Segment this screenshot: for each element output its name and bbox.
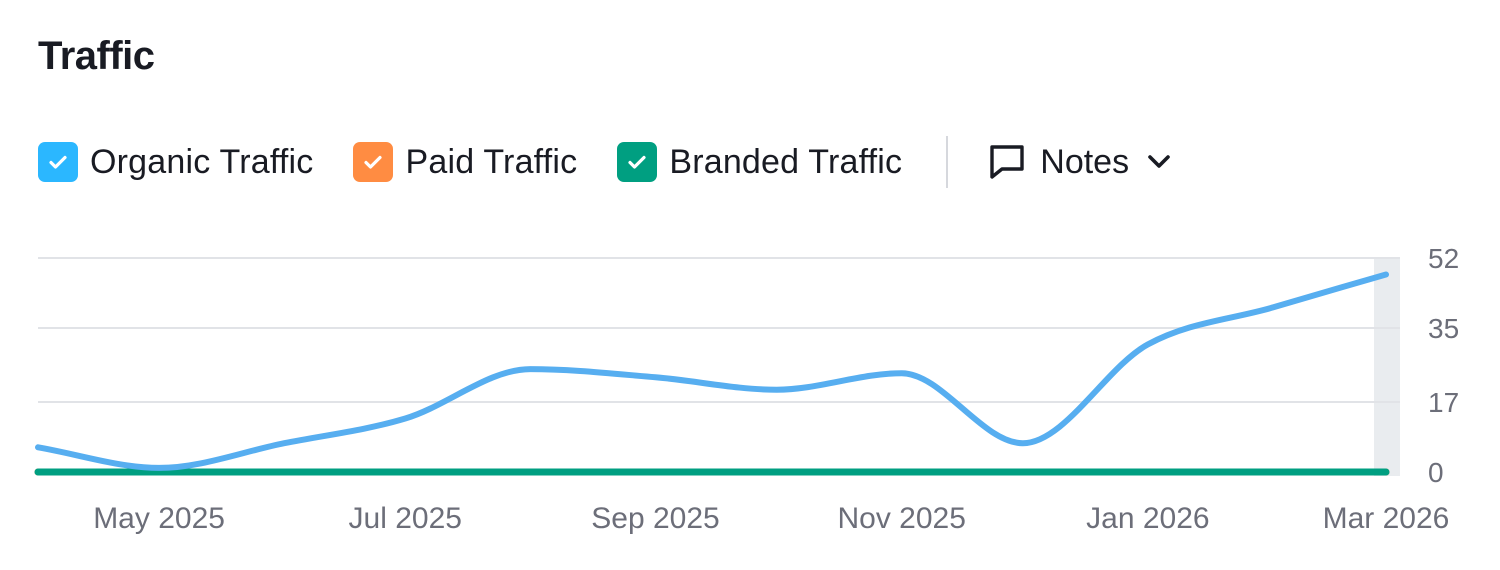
checkmark-icon xyxy=(628,155,646,169)
notes-label: Notes xyxy=(1040,143,1130,181)
y-tick-label: 52 xyxy=(1428,243,1459,274)
branded-traffic-checkbox[interactable] xyxy=(617,142,658,182)
legend-label: Organic Traffic xyxy=(90,143,314,181)
chart-legend: Organic Traffic Paid Traffic Branded Tra… xyxy=(38,136,1173,188)
message-square-icon xyxy=(990,145,1024,179)
legend-divider xyxy=(946,136,949,188)
x-tick-label: Sep 2025 xyxy=(591,502,719,535)
chevron-down-icon xyxy=(1148,155,1170,168)
y-tick-label: 35 xyxy=(1428,313,1459,344)
notes-dropdown[interactable]: Notes xyxy=(988,142,1173,182)
checkmark-icon xyxy=(364,155,383,169)
legend-item-paid-traffic[interactable]: Paid Traffic xyxy=(353,142,577,182)
x-tick-label: Jan 2026 xyxy=(1086,502,1209,535)
x-tick-label: Mar 2026 xyxy=(1323,502,1450,535)
hover-band xyxy=(1374,258,1400,476)
x-tick-label: Jul 2025 xyxy=(349,502,462,535)
x-tick-label: Nov 2025 xyxy=(837,502,965,535)
checkmark-icon xyxy=(49,155,67,169)
legend-item-organic-traffic[interactable]: Organic Traffic xyxy=(38,142,313,182)
x-tick-label: May 2025 xyxy=(93,502,225,535)
organic-traffic-checkbox[interactable] xyxy=(38,142,78,182)
y-tick-label: 0 xyxy=(1428,457,1444,488)
legend-label: Paid Traffic xyxy=(405,143,578,181)
traffic-line-chart[interactable]: 0 17 35 52 May 2025 Jul 2025 Sep 2025 Nov 2025 J… xyxy=(0,230,1500,560)
series-line-organic-traffic xyxy=(35,271,1389,471)
legend-label: Branded Traffic xyxy=(669,143,903,181)
page-title: Traffic xyxy=(38,34,155,78)
paid-traffic-checkbox[interactable] xyxy=(353,142,394,182)
legend-item-branded-traffic[interactable]: Branded Traffic xyxy=(617,142,902,182)
y-tick-label: 17 xyxy=(1428,387,1459,418)
